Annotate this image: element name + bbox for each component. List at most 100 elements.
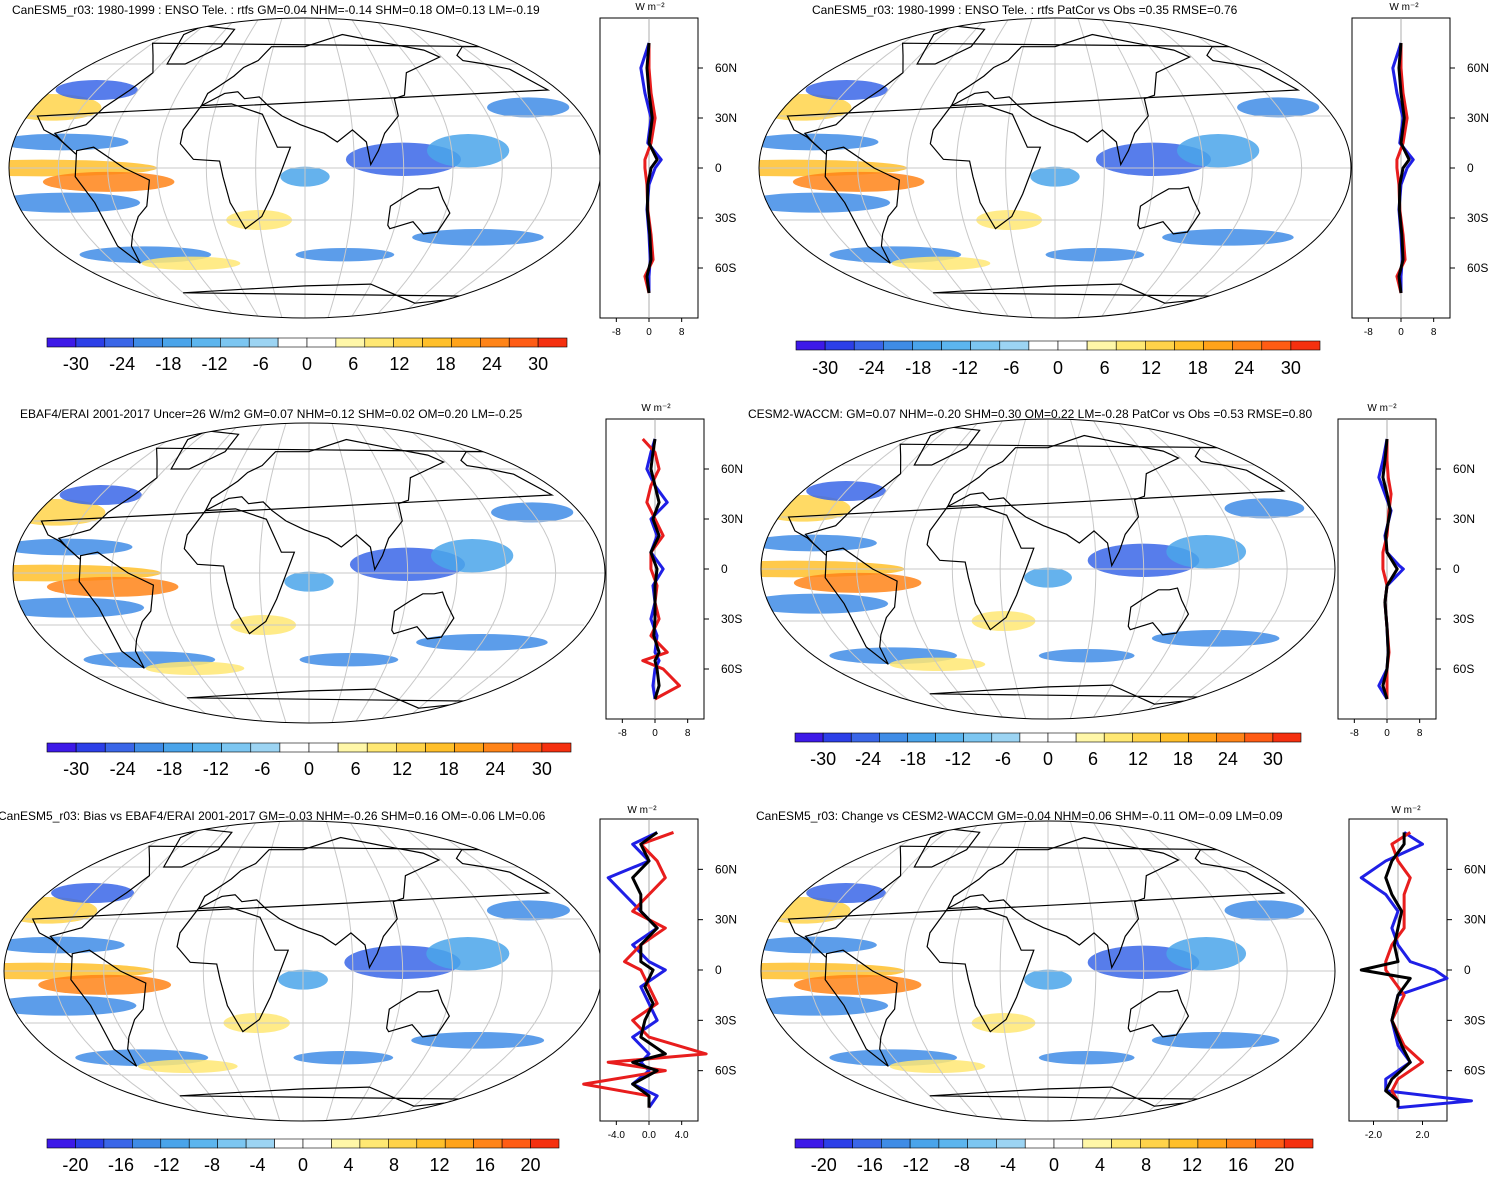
field-blob: [431, 539, 514, 573]
lat-label: 60S: [1464, 1064, 1485, 1078]
colorbar-swatch: [335, 337, 366, 348]
coastline: [179, 103, 292, 230]
colorbar-swatch: [134, 742, 164, 753]
colorbar-swatch: [163, 742, 193, 753]
colorbar-tick-label: -18: [156, 759, 182, 779]
colorbar-swatch: [501, 1138, 531, 1149]
coastline: [197, 836, 441, 970]
colorbar-swatch: [999, 340, 1030, 351]
colorbar-tick-label: -24: [855, 749, 881, 769]
colorbar-swatch: [1255, 1138, 1285, 1149]
colorbar-swatch: [188, 1138, 218, 1149]
map-border: [760, 418, 1336, 720]
coastline: [385, 989, 451, 1038]
field-blob: [427, 134, 510, 168]
colorbar-swatch: [794, 1138, 825, 1149]
colorbar-tick-label: -18: [905, 358, 931, 378]
colorbar-swatch: [1019, 732, 1049, 743]
lat-label: 30N: [1467, 111, 1489, 125]
colorbar-swatch: [1103, 732, 1133, 743]
colorbar-tick-label: -12: [202, 354, 228, 374]
colorbar-tick-label: -6: [254, 759, 270, 779]
panel-title: CESM2-WACCM: GM=0.07 NHM=-0.20 SHM=0.30 …: [748, 407, 1313, 421]
coastline: [824, 547, 898, 665]
colorbar-swatch: [160, 1138, 190, 1149]
figure-svg: 60N 30N 0 30S 60S -2.0 2.0 W m⁻² -20 -16 -12 -8 -4 0 4…: [760, 805, 1486, 1175]
field-blob: [1166, 535, 1247, 569]
graticule-lon: [387, 821, 503, 1121]
panel-6: CanESM5_r03: Change vs CESM2-WACCM GM=-0…: [748, 797, 1497, 1177]
colorbar-swatch: [1261, 340, 1292, 351]
colorbar-tick-label: -30: [810, 749, 836, 769]
colorbar-tick-label: 0: [1049, 1155, 1059, 1175]
colorbar-swatch: [217, 1138, 247, 1149]
field-blob: [1166, 937, 1247, 971]
panel-4: CESM2-WACCM: GM=0.07 NHM=-0.20 SHM=0.30 …: [748, 395, 1497, 785]
graticule-lon: [160, 423, 247, 723]
colorbar-swatch: [909, 1138, 940, 1149]
graticule-lon: [1138, 18, 1253, 318]
colorbar-swatch: [359, 1138, 389, 1149]
colorbar-swatch: [393, 337, 423, 348]
coastline: [391, 591, 455, 640]
colorbar-tick-label: 12: [389, 354, 409, 374]
colorbar-tick-label: -12: [903, 1155, 929, 1175]
colorbar-swatch: [1082, 1138, 1112, 1149]
x-tick-label: -8: [618, 728, 627, 739]
map-border: [758, 17, 1352, 319]
colorbar-tick-label: 12: [1128, 749, 1148, 769]
colorbar-tick-label: -18: [900, 749, 926, 769]
lat-label: 30N: [1453, 512, 1475, 526]
shaded-field: [759, 18, 1351, 318]
graticule-lon: [325, 18, 355, 318]
graticule-lon: [906, 18, 993, 318]
lat-label: 60S: [715, 261, 736, 275]
colorbar-swatch: [46, 337, 77, 348]
coastline: [824, 949, 898, 1067]
units-label: W m⁻²: [627, 805, 657, 816]
colorbar-tick-label: 16: [475, 1155, 495, 1175]
colorbar-swatch: [444, 1138, 474, 1149]
graticule-lon: [1005, 18, 1035, 318]
colorbar-swatch: [541, 742, 572, 753]
graticule-lon: [951, 419, 1008, 719]
zonal-mean-red: [643, 43, 657, 294]
coastline: [40, 447, 555, 560]
panel-title: CanESM5_r03: Change vs CESM2-WACCM GM=-0…: [756, 809, 1283, 823]
units-label: W m⁻²: [1367, 403, 1397, 414]
colorbar-swatch: [104, 742, 135, 753]
lat-label: 30S: [1467, 211, 1488, 225]
zonal-mean-black: [1397, 42, 1411, 294]
colorbar-swatch: [480, 337, 510, 348]
colorbar-swatch: [991, 732, 1021, 743]
colorbar-swatch: [191, 337, 221, 348]
colorbar-tick-label: 30: [532, 759, 552, 779]
colorbar-tick-label: -12: [945, 749, 971, 769]
field-blob: [13, 597, 145, 618]
colorbar-swatch: [935, 732, 964, 743]
colorbar-swatch: [250, 742, 281, 753]
colorbar-swatch: [75, 1138, 105, 1149]
panel-1: CanESM5_r03: 1980-1999 : ENSO Tele. : rt…: [0, 0, 748, 390]
colorbar-swatch: [938, 1138, 968, 1149]
lat-label: 0: [1453, 562, 1460, 576]
colorbar-tick-label: -16: [857, 1155, 883, 1175]
colorbar-tick-label: 6: [348, 354, 358, 374]
lat-label: 60N: [715, 862, 737, 876]
colorbar-tick-label: -30: [63, 354, 89, 374]
colorbar-swatch: [221, 742, 252, 753]
coastline: [929, 103, 1042, 230]
colorbar-swatch: [850, 732, 880, 743]
colorbar-swatch: [881, 1138, 911, 1149]
colorbar-tick-label: 6: [1100, 358, 1110, 378]
colorbar-swatch: [1024, 1138, 1055, 1149]
colorbar-swatch: [425, 742, 455, 753]
map-border: [12, 422, 606, 724]
coastline: [824, 146, 901, 264]
zonal-mean-red: [641, 437, 681, 701]
colorbar-swatch: [537, 337, 568, 348]
colorbar-swatch: [75, 337, 106, 348]
colorbar-swatch: [1115, 340, 1146, 351]
lat-label: 60N: [1467, 61, 1489, 75]
graticule-lon: [345, 821, 404, 1121]
